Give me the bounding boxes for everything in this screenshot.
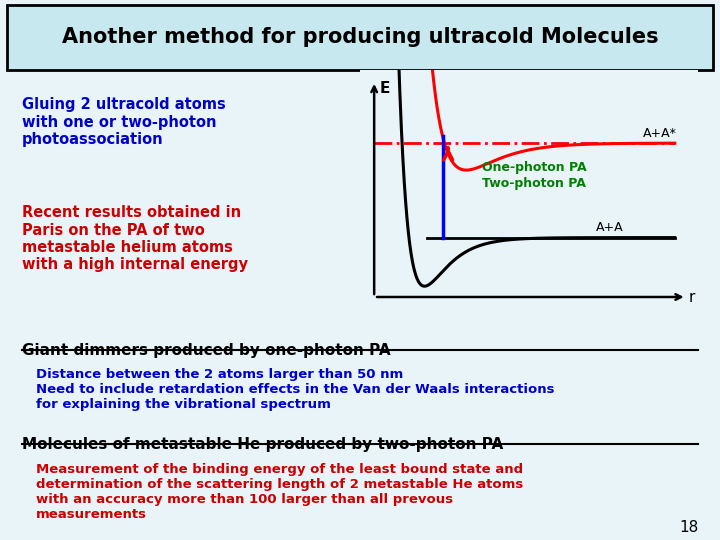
Text: Recent results obtained in
Paris on the PA of two
metastable helium atoms
with a: Recent results obtained in Paris on the …: [22, 205, 248, 272]
Text: r: r: [689, 289, 696, 305]
Text: Gluing 2 ultracold atoms
with one or two-photon
photoassociation: Gluing 2 ultracold atoms with one or two…: [22, 97, 225, 147]
Text: One-photon PA
Two-photon PA: One-photon PA Two-photon PA: [482, 161, 587, 190]
Text: Distance between the 2 atoms larger than 50 nm
Need to include retardation effec: Distance between the 2 atoms larger than…: [36, 368, 554, 411]
Text: E: E: [379, 81, 390, 96]
Text: A+A*: A+A*: [643, 127, 678, 140]
FancyBboxPatch shape: [7, 5, 713, 70]
Text: A+A: A+A: [596, 221, 624, 234]
Text: Giant dimmers produced by one-photon PA: Giant dimmers produced by one-photon PA: [22, 343, 390, 358]
Text: Another method for producing ultracold Molecules: Another method for producing ultracold M…: [62, 26, 658, 47]
Text: 18: 18: [679, 519, 698, 535]
Text: Molecules of metastable He produced by two-photon PA: Molecules of metastable He produced by t…: [22, 437, 503, 453]
Text: Measurement of the binding energy of the least bound state and
determination of : Measurement of the binding energy of the…: [36, 463, 523, 521]
